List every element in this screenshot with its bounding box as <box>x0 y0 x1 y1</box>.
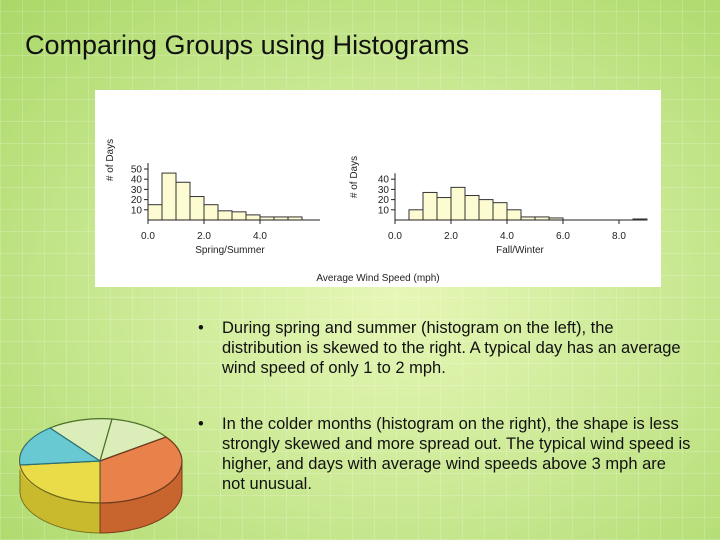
y-tick-label: 40 <box>131 175 143 186</box>
histogram-bar <box>436 197 452 221</box>
y-tick-label: 20 <box>378 195 390 206</box>
histogram-bar <box>203 204 219 221</box>
pie-chart-decoration-icon <box>18 418 183 534</box>
bullet-marker: • <box>198 415 204 433</box>
y-tick-label: 30 <box>378 185 390 196</box>
x-tick-label: 0.0 <box>141 231 155 242</box>
histogram-bar <box>506 209 522 221</box>
y-axis-label: # of Days <box>349 156 360 198</box>
slide-title: Comparing Groups using Histograms <box>25 30 470 60</box>
x-tick-label: 4.0 <box>253 231 267 242</box>
histogram-bar <box>478 199 494 221</box>
x-tick-label: 6.0 <box>556 231 570 242</box>
bullet-item-2: • In the colder months (histogram on the… <box>198 414 690 504</box>
histogram-figure: 0.0 2.0 4.0 10 20 30 40 50 # of Days Spring/Summe… <box>95 90 661 287</box>
y-tick-label: 20 <box>131 195 143 206</box>
y-tick-label: 10 <box>378 205 390 216</box>
y-tick-label: 30 <box>131 185 143 196</box>
bullet-marker: • <box>198 319 204 337</box>
histogram-bar <box>217 210 233 221</box>
histogram-bar <box>450 186 466 221</box>
x-tick-label: 2.0 <box>444 231 458 242</box>
histogram-bar <box>422 191 438 221</box>
histogram-bar <box>161 172 177 221</box>
pie-slice-light <box>48 418 113 462</box>
x-axis-label: Spring/Summer <box>195 245 265 256</box>
y-tick-label: 50 <box>131 165 143 176</box>
histogram-bar <box>175 181 191 221</box>
x-tick-label: 8.0 <box>612 231 626 242</box>
histogram-bar <box>231 211 247 221</box>
pie-slice-yellow <box>19 460 101 504</box>
x-axis-label: Fall/Winter <box>496 245 544 256</box>
pie-slice-orange <box>99 436 183 504</box>
histogram-bar <box>189 196 205 221</box>
x-tick-label: 2.0 <box>197 231 211 242</box>
bullet-text-1: During spring and summer (histogram on t… <box>222 319 681 377</box>
x-tick-label: 4.0 <box>500 231 514 242</box>
y-tick-label: 10 <box>131 205 143 216</box>
histogram-bar <box>492 202 508 221</box>
bullet-item-1: • During spring and summer (histogram on… <box>198 318 688 388</box>
pie-slice-cyan <box>18 427 102 466</box>
pie-slice-light <box>99 418 168 462</box>
histogram-bar <box>245 214 261 221</box>
y-tick-label: 40 <box>378 175 390 186</box>
bullet-text-2: In the colder months (histogram on the r… <box>222 415 691 493</box>
shared-x-axis-label: Average Wind Speed (mph) <box>316 273 439 284</box>
histogram-bar <box>408 209 424 221</box>
x-tick-label: 0.0 <box>388 231 402 242</box>
histogram-bar <box>464 195 480 221</box>
y-axis-label: # of Days <box>105 139 116 181</box>
histogram-bar <box>147 204 163 221</box>
